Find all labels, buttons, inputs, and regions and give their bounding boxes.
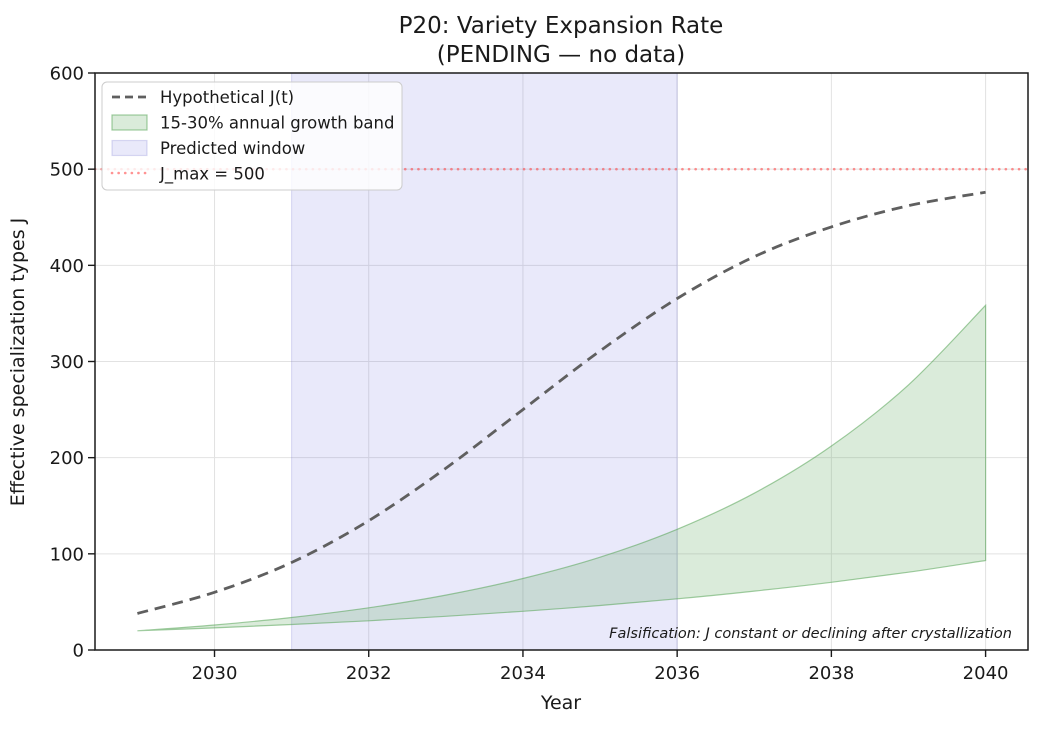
x-tick-label: 2038	[808, 663, 854, 684]
legend-swatch-predicted-window	[111, 139, 148, 157]
legend-box	[101, 81, 403, 191]
x-tick-label: 2036	[654, 663, 700, 684]
y-tick-label: 300	[50, 352, 84, 373]
axis-tick-labels: 2030 2032 2034 2036 2038 2040 0 100 200 300 400 500…	[50, 64, 1009, 685]
y-tick-label: 500	[50, 160, 84, 181]
legend: Hypothetical J(t) 15-30% annual growth b…	[101, 81, 403, 191]
y-tick-label: 0	[73, 641, 84, 662]
chart-title-line2: (PENDING — no data)	[437, 42, 685, 68]
legend-label-predicted-window: Predicted window	[160, 139, 305, 158]
growth-band-area	[137, 303, 987, 632]
y-tick-label: 200	[50, 448, 84, 469]
x-tick-label: 2040	[963, 663, 1009, 684]
y-tick-label: 100	[50, 544, 84, 565]
y-tick-label: 600	[50, 64, 84, 85]
legend-label-jmax: J_max = 500	[159, 165, 265, 185]
y-tick-label: 400	[50, 256, 84, 277]
x-tick-label: 2034	[500, 663, 546, 684]
legend-label-growth-band: 15-30% annual growth band	[160, 114, 394, 133]
hypothetical-jt-curve	[137, 190, 986, 615]
y-axis-label: Effective specialization types J	[7, 218, 29, 507]
axis-ticks	[88, 72, 987, 657]
chart-title-line1: P20: Variety Expansion Rate	[399, 13, 724, 39]
legend-label-hypothetical: Hypothetical J(t)	[160, 88, 294, 107]
x-axis-label: Year	[540, 692, 581, 714]
falsification-annotation: Falsification: J constant or declining a…	[609, 626, 1012, 642]
x-tick-label: 2032	[346, 663, 392, 684]
legend-swatch-growth-band	[111, 114, 148, 131]
x-tick-label: 2030	[192, 663, 238, 684]
